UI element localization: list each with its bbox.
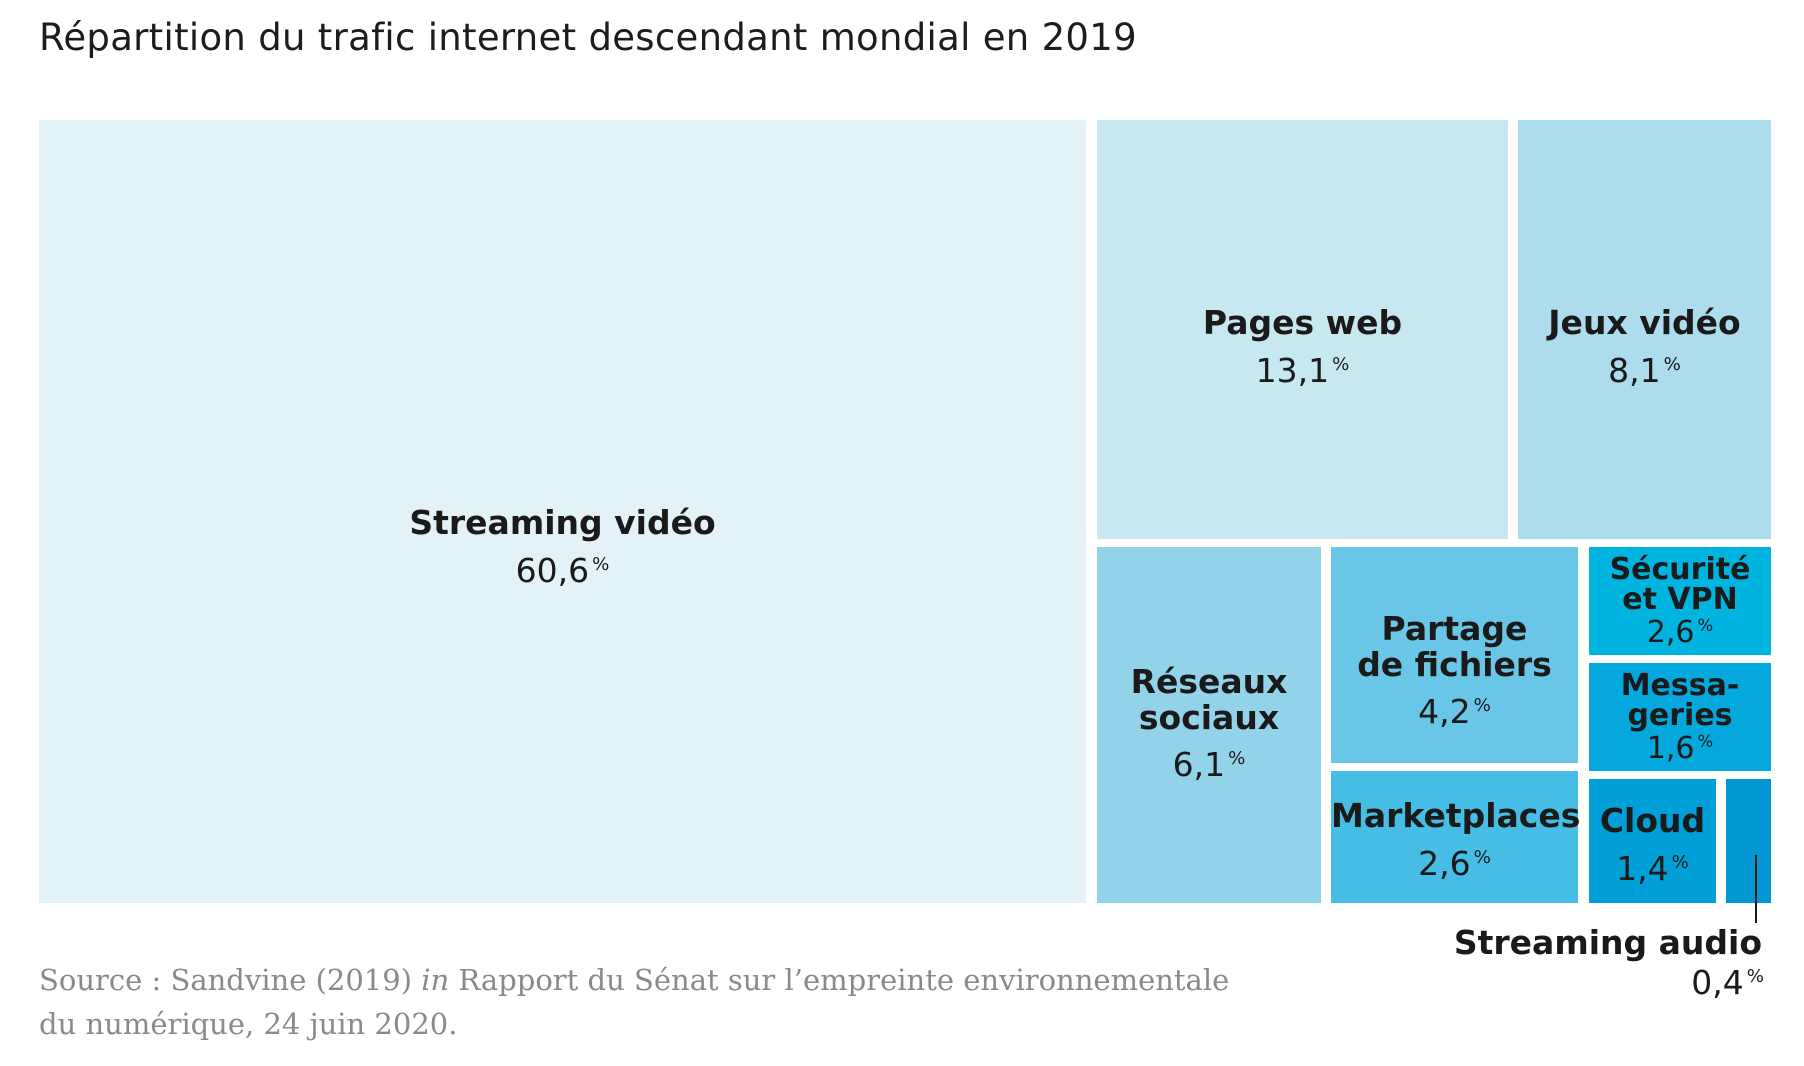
cell-label: Pages web — [1202, 303, 1403, 342]
cell-value: 1,4% — [1616, 848, 1689, 888]
streaming-audio-leader-line — [1755, 855, 1757, 923]
cell-label: Messa-geries — [1620, 668, 1740, 733]
cell-label: Jeux vidéo — [1548, 303, 1741, 342]
cell-value: 8,1% — [1608, 350, 1681, 390]
streaming-audio-value: 0,4% — [1691, 963, 1764, 1002]
treemap-cell-messageries: Messa-geries 1,6% — [1589, 663, 1771, 771]
cell-value: 2,6% — [1646, 615, 1714, 650]
cell-value: 6,1% — [1172, 745, 1246, 785]
cell-value: 4,2% — [1418, 692, 1491, 732]
cell-value: 1,6% — [1646, 731, 1714, 766]
cell-value: 13,1% — [1255, 350, 1350, 390]
source-note: Source : Sandvine (2019) in Rapport du S… — [39, 958, 1229, 1046]
treemap-cell-marketplaces: Marketplaces 2,6% — [1331, 771, 1581, 903]
treemap-cell-cloud: Cloud 1,4% — [1589, 779, 1716, 903]
treemap-cell-securite-et-vpn: Sécurité et VPN 2,6% — [1589, 547, 1771, 655]
cell-label: Marketplaces — [1331, 796, 1581, 835]
cell-value: 2,6% — [1418, 843, 1491, 883]
cell-label: Cloud — [1599, 801, 1706, 840]
treemap-cell-pages-web: Pages web 13,1% — [1097, 120, 1508, 539]
cell-label: Sécurité et VPN — [1609, 552, 1751, 617]
cell-label: Réseaux sociaux — [1130, 662, 1288, 737]
streaming-audio-label: Streaming audio — [1453, 923, 1762, 962]
chart-title: Répartition du trafic internet descendan… — [39, 16, 1137, 59]
treemap-cell-reseaux-sociaux: Réseaux sociaux 6,1% — [1097, 547, 1321, 903]
cell-label: Streaming vidéo — [409, 503, 716, 542]
treemap-cell-streaming-video: Streaming vidéo 60,6% — [39, 120, 1086, 903]
source-line2: du numérique, 24 juin 2020. — [39, 1007, 458, 1041]
treemap-cell-jeux-video: Jeux vidéo 8,1% — [1518, 120, 1771, 539]
cell-label: Partage de fichiers — [1357, 609, 1552, 684]
cell-value: 60,6% — [515, 550, 610, 590]
treemap-cell-streaming-audio — [1726, 779, 1771, 903]
source-rest: Rapport du Sénat sur l’empreinte environ… — [449, 963, 1230, 997]
source-prefix: Source : Sandvine (2019) — [39, 963, 422, 997]
treemap-cell-partage-de-fichiers: Partage de fichiers 4,2% — [1331, 547, 1578, 763]
source-italic: in — [421, 963, 450, 997]
